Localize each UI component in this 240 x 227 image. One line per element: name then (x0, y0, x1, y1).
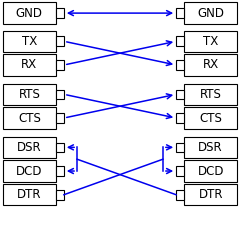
Bar (176, 89, 184, 99)
Text: RX: RX (21, 59, 37, 72)
Bar (56, 113, 64, 123)
Bar (184, 31, 237, 52)
Bar (184, 137, 237, 158)
Bar (3, 184, 56, 205)
Text: GND: GND (197, 7, 224, 20)
Text: GND: GND (16, 7, 43, 20)
Bar (56, 8, 64, 18)
Bar (184, 160, 237, 182)
Bar (176, 190, 184, 200)
Text: RX: RX (203, 59, 219, 72)
Bar (3, 107, 56, 129)
Text: TX: TX (203, 35, 218, 48)
Bar (176, 113, 184, 123)
Bar (3, 54, 56, 76)
Bar (184, 184, 237, 205)
Text: RTS: RTS (200, 88, 222, 101)
Bar (184, 107, 237, 129)
Text: DCD: DCD (16, 165, 42, 178)
Bar (184, 84, 237, 105)
Bar (176, 166, 184, 176)
Bar (56, 166, 64, 176)
Text: RTS: RTS (18, 88, 40, 101)
Bar (56, 190, 64, 200)
Bar (3, 137, 56, 158)
Bar (176, 8, 184, 18)
Text: DSR: DSR (17, 141, 42, 154)
Text: DSR: DSR (198, 141, 223, 154)
Bar (3, 84, 56, 105)
Text: DTR: DTR (17, 188, 42, 201)
Bar (56, 89, 64, 99)
Text: CTS: CTS (199, 111, 222, 125)
Bar (56, 143, 64, 152)
Bar (3, 31, 56, 52)
Bar (184, 54, 237, 76)
Bar (56, 37, 64, 46)
Bar (3, 160, 56, 182)
Bar (56, 60, 64, 70)
Text: CTS: CTS (18, 111, 41, 125)
Bar (184, 2, 237, 24)
Bar (176, 143, 184, 152)
Bar (176, 60, 184, 70)
Bar (176, 37, 184, 46)
Text: DTR: DTR (198, 188, 223, 201)
Bar (3, 2, 56, 24)
Text: TX: TX (22, 35, 37, 48)
Text: DCD: DCD (198, 165, 224, 178)
